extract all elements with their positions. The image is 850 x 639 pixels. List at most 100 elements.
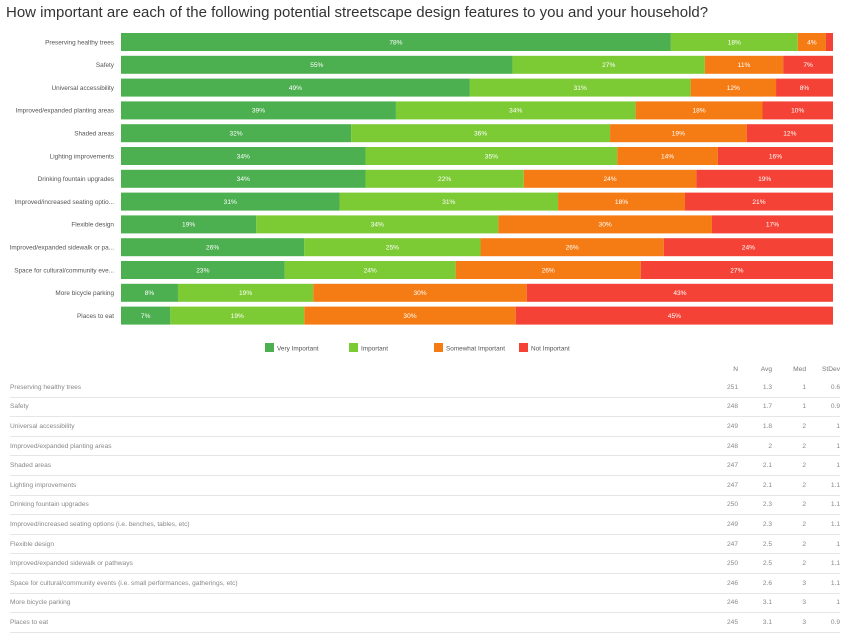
- data-label: 12%: [783, 131, 796, 138]
- stats-row-label: Improved/increased seating options (i.e.…: [10, 520, 190, 528]
- data-label: 7%: [803, 62, 813, 69]
- data-label: 18%: [615, 199, 628, 206]
- data-label: 35%: [485, 153, 498, 160]
- bar-segment: [558, 192, 685, 211]
- bar-group: Preserving healthy trees 78% 18% 4% Safety 55…: [10, 33, 833, 325]
- data-label: 7%: [141, 313, 151, 320]
- bar-segment: [480, 238, 664, 257]
- stats-row-avg: 1.8: [762, 422, 772, 430]
- stats-row: Shaded areas 247 2.1 2 1: [10, 456, 840, 476]
- bar-segment: [783, 55, 833, 74]
- bar-segment: [121, 33, 671, 51]
- chart-title: How important are each of the following …: [6, 4, 709, 21]
- bar-segment: [170, 306, 305, 325]
- data-label: 18%: [728, 39, 741, 46]
- category-label: Space for cultural/community eve...: [14, 267, 114, 274]
- data-label: 19%: [231, 313, 244, 320]
- stats-row-avg: 2: [768, 442, 772, 450]
- data-label: 43%: [673, 290, 686, 297]
- data-label: 14%: [661, 153, 674, 160]
- data-label: 17%: [766, 222, 779, 229]
- stats-row-med: 2: [802, 462, 806, 470]
- legend: Very Important Important Somewhat Importan…: [265, 343, 570, 353]
- bar-segment: [663, 238, 833, 257]
- stats-row-n: 249: [726, 520, 738, 528]
- bar-segment: [121, 169, 366, 188]
- stats-row-n: 245: [726, 618, 738, 626]
- data-label: 24%: [364, 267, 377, 274]
- data-label: 31%: [442, 199, 455, 206]
- stats-row-med: 2: [802, 540, 806, 548]
- data-label: 18%: [692, 108, 705, 115]
- category-label: Improved/expanded sidewalk or pa...: [10, 245, 115, 252]
- data-label: 19%: [672, 131, 685, 138]
- category-label: Preserving healthy trees: [45, 39, 114, 46]
- stats-row-label: Space for cultural/community events (i.e…: [10, 579, 238, 587]
- stats-row-med: 2: [802, 520, 806, 528]
- category-label: Safety: [96, 62, 115, 69]
- bar-segment: [825, 33, 833, 51]
- stats-row-stdev: 1: [836, 422, 840, 430]
- stats-row-stdev: 1.1: [830, 481, 840, 489]
- stats-row: Safety 248 1.7 1 0.9: [10, 398, 840, 418]
- data-label: 19%: [182, 222, 195, 229]
- stats-row-med: 2: [802, 501, 806, 509]
- bar-segment: [696, 169, 833, 188]
- data-label: 30%: [413, 290, 426, 297]
- data-label: 30%: [599, 222, 612, 229]
- bar-segment: [121, 306, 171, 325]
- category-label: Improved/increased seating optio...: [15, 199, 115, 206]
- bar-segment: [670, 33, 798, 51]
- stats-row-med: 2: [802, 481, 806, 489]
- stats-row-stdev: 1: [836, 540, 840, 548]
- bar-segment: [121, 101, 396, 120]
- data-label: 31%: [224, 199, 237, 206]
- data-label: 26%: [542, 267, 555, 274]
- stats-row-n: 251: [726, 383, 738, 391]
- data-label: 21%: [752, 199, 765, 206]
- stacked-bar-chart: Preserving healthy trees 78% 18% 4% Safety 55…: [10, 33, 833, 353]
- stats-row-stdev: 0.9: [830, 618, 840, 626]
- category-label: Improved/expanded planting areas: [16, 108, 114, 115]
- bar-segment: [121, 147, 366, 165]
- data-label: 12%: [727, 85, 740, 92]
- stats-row: Flexible design 247 2.5 2 1: [10, 535, 840, 555]
- data-label: 34%: [237, 176, 250, 183]
- stats-header-avg: Avg: [760, 365, 772, 373]
- stats-row-avg: 2.5: [762, 540, 772, 548]
- stats-row-label: Shaded areas: [10, 462, 52, 470]
- bar-segment: [515, 306, 833, 325]
- data-label: 34%: [237, 153, 250, 160]
- stats-row-stdev: 1.1: [830, 501, 840, 509]
- bar-segment: [351, 124, 611, 143]
- data-label: 24%: [603, 176, 616, 183]
- bar-segment: [177, 283, 314, 302]
- stats-row: Lighting improvements 247 2.1 2 1.1: [10, 476, 840, 496]
- data-label: 55%: [310, 62, 323, 69]
- stats-header: N Avg Med StDev: [10, 360, 840, 378]
- stats-row-stdev: 1.1: [830, 579, 840, 587]
- stats-row-avg: 1.3: [762, 383, 772, 391]
- stats-row-avg: 1.7: [762, 403, 772, 411]
- stats-header-n: N: [733, 365, 738, 373]
- stats-row: More bicycle parking 246 3.1 3 1: [10, 594, 840, 614]
- data-label: 25%: [386, 245, 399, 252]
- stats-row-n: 248: [726, 403, 738, 411]
- bar-segment: [121, 78, 470, 97]
- stats-row-med: 3: [802, 579, 806, 587]
- stats-row-avg: 3.1: [762, 618, 772, 626]
- stats-row-stdev: 0.6: [830, 383, 840, 391]
- stats-row-n: 248: [726, 442, 738, 450]
- stats-row-stdev: 1.1: [830, 520, 840, 528]
- bar-segment: [711, 215, 833, 234]
- stats-row-label: Improved/expanded sidewalk or pathways: [10, 560, 133, 568]
- stats-row: Universal accessibility 249 1.8 2 1: [10, 417, 840, 437]
- data-label: 49%: [289, 85, 302, 92]
- data-label: 16%: [769, 153, 782, 160]
- bar-segment: [690, 78, 777, 97]
- stats-row-med: 2: [802, 442, 806, 450]
- bar-segment: [455, 261, 641, 279]
- stats-row-avg: 2.1: [762, 481, 772, 489]
- bar-segment: [365, 169, 524, 188]
- stats-row: Drinking fountain upgrades 250 2.3 2 1.1: [10, 496, 840, 516]
